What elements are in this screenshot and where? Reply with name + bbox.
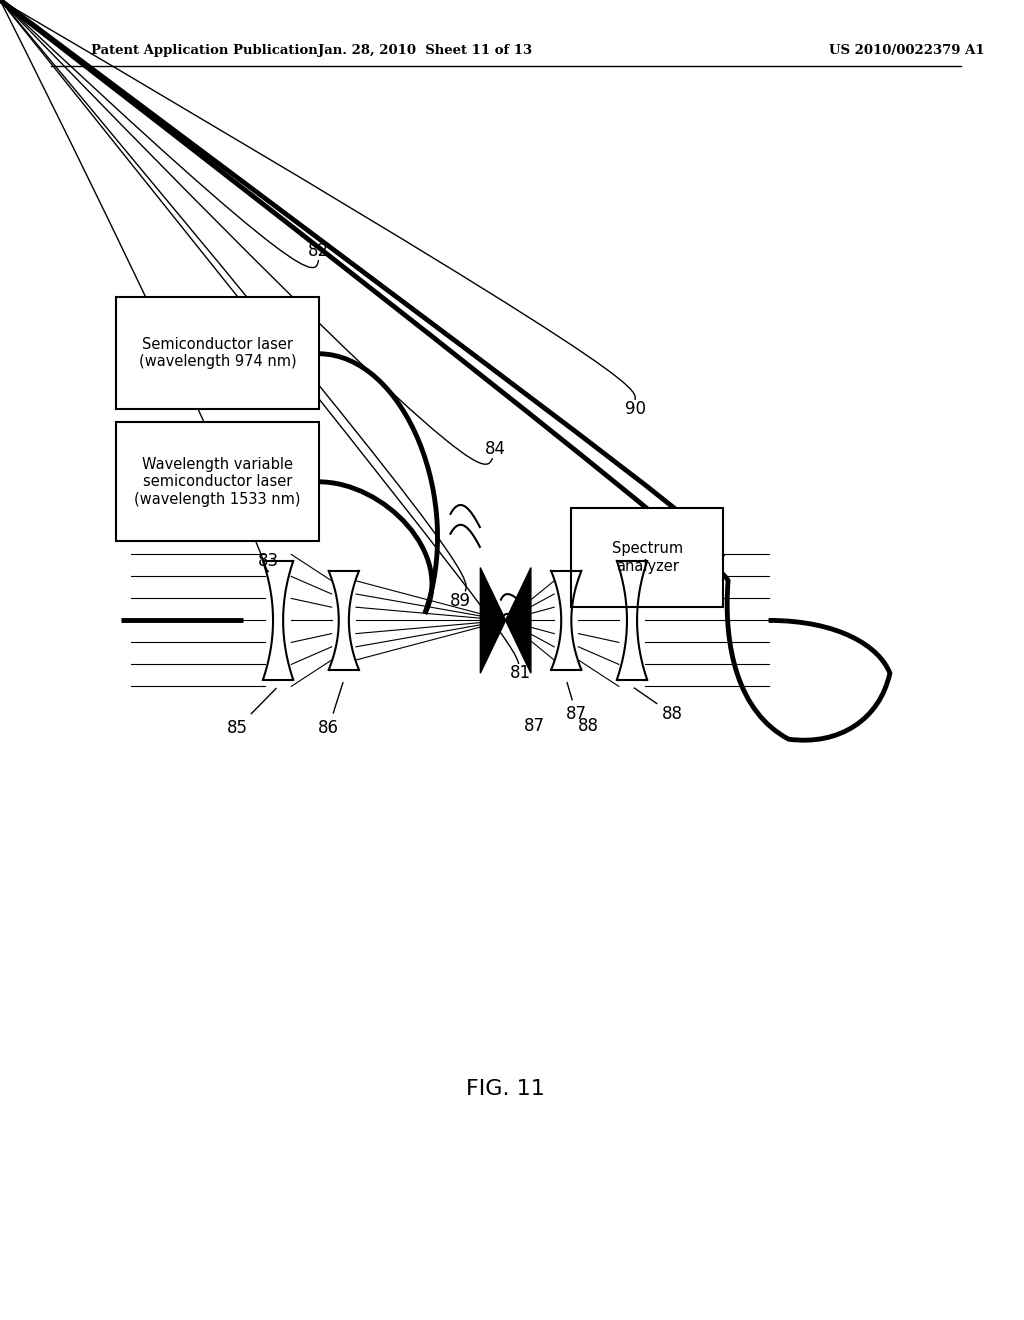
Text: Wavelength variable
semiconductor laser
(wavelength 1533 nm): Wavelength variable semiconductor laser … — [134, 457, 301, 507]
Text: 81: 81 — [510, 664, 531, 682]
Polygon shape — [506, 568, 530, 673]
Text: 84: 84 — [485, 440, 506, 458]
Text: Jan. 28, 2010  Sheet 11 of 13: Jan. 28, 2010 Sheet 11 of 13 — [317, 44, 531, 57]
Text: 87: 87 — [523, 717, 545, 735]
Text: 90: 90 — [625, 400, 645, 418]
Text: 83: 83 — [257, 552, 279, 570]
Text: 87: 87 — [566, 682, 587, 723]
FancyBboxPatch shape — [117, 297, 318, 409]
Text: Spectrum
analyzer: Spectrum analyzer — [611, 541, 683, 574]
Text: Patent Application Publication: Patent Application Publication — [91, 44, 317, 57]
FancyBboxPatch shape — [571, 508, 723, 607]
Text: Semiconductor laser
(wavelength 974 nm): Semiconductor laser (wavelength 974 nm) — [138, 337, 296, 370]
Text: 88: 88 — [634, 688, 683, 723]
Text: FIG. 11: FIG. 11 — [466, 1078, 545, 1100]
Text: 89: 89 — [450, 591, 471, 610]
FancyBboxPatch shape — [117, 422, 318, 541]
Text: 82: 82 — [308, 242, 329, 260]
Text: US 2010/0022379 A1: US 2010/0022379 A1 — [829, 44, 985, 57]
Text: 86: 86 — [318, 682, 343, 737]
Text: 85: 85 — [227, 688, 276, 737]
Text: 88: 88 — [578, 717, 599, 735]
Polygon shape — [480, 568, 506, 673]
